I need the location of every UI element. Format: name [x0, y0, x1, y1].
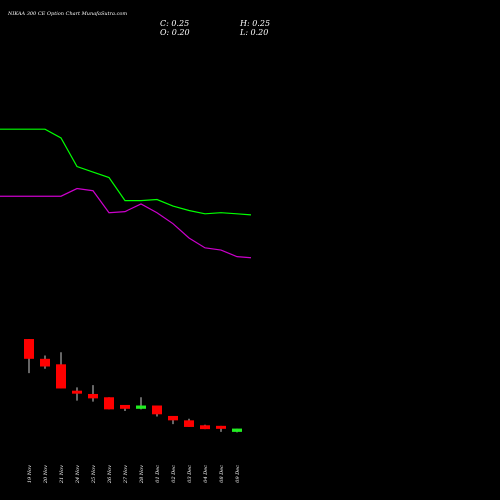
candle	[40, 355, 50, 369]
candle-body	[168, 415, 178, 421]
moving-average-lines	[0, 128, 252, 259]
candle-body	[120, 404, 130, 409]
x-tick-label: 08 Dec	[219, 465, 225, 483]
candle	[104, 397, 114, 410]
high-label: H: 0.25	[239, 19, 270, 28]
x-tick-label: 01 Dec	[155, 465, 161, 483]
x-tick-label: 25 Nov	[91, 465, 97, 484]
x-tick-label: 20 Nov	[43, 465, 49, 484]
candles	[24, 339, 242, 433]
low-label: L: 0.20	[239, 28, 268, 37]
x-tick-label: 02 Dec	[171, 465, 177, 483]
candle	[120, 404, 130, 411]
x-tick-label: 03 Dec	[187, 465, 193, 483]
candle-body	[104, 397, 114, 410]
x-tick-label: 28 Nov	[139, 465, 145, 484]
candle	[152, 405, 162, 417]
candle-body	[216, 425, 226, 429]
candle	[168, 415, 178, 425]
candle	[200, 424, 210, 430]
candle-body	[136, 405, 146, 409]
candle	[184, 418, 194, 427]
x-tick-label: 21 Nov	[59, 465, 65, 484]
candle-body	[200, 425, 210, 430]
candle	[88, 385, 98, 402]
x-tick-label: 19 Nov	[27, 465, 33, 483]
ma-line-2	[0, 187, 252, 259]
candle-body	[72, 390, 82, 394]
candle	[24, 339, 34, 374]
candle-body	[56, 364, 66, 389]
x-tick-label: 27 Nov	[123, 465, 129, 484]
candle-body	[152, 405, 162, 415]
candle	[216, 425, 226, 432]
close-label: C: 0.25	[160, 19, 189, 28]
candle-body	[184, 420, 194, 427]
candle-body	[88, 393, 98, 399]
x-tick-label: 04 Dec	[203, 465, 209, 483]
candle	[72, 387, 82, 401]
x-tick-label: 26 Nov	[107, 465, 113, 484]
candle-body	[40, 358, 50, 367]
ma-line-1	[0, 128, 252, 216]
candle-body	[24, 339, 34, 359]
chart-title: NIKAA 300 CE Option Chart MunafaSutra.co…	[7, 11, 127, 17]
candle	[56, 352, 66, 389]
x-axis-ticks: 19 Nov 20 Nov 21 Nov 24 Nov 25 Nov 26 Nov 27 N…	[27, 465, 241, 484]
x-tick-label: 24 Nov	[75, 465, 81, 484]
candle	[136, 397, 146, 410]
x-tick-label: 09 Dec	[235, 465, 241, 483]
candle	[232, 428, 242, 433]
candle-body	[232, 428, 242, 432]
open-label: O: 0.20	[160, 28, 190, 37]
